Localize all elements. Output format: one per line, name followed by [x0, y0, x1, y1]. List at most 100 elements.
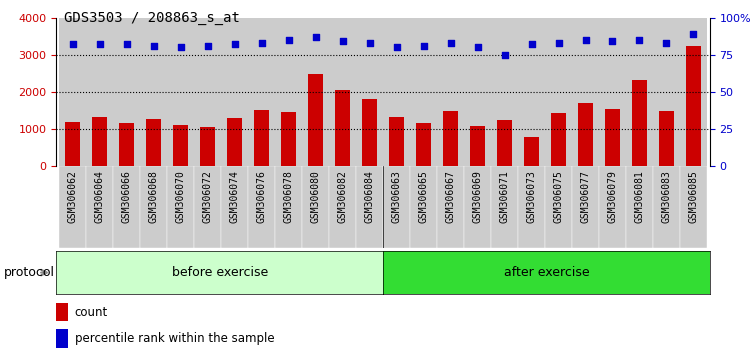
Bar [194, 18, 221, 166]
Bar [167, 18, 194, 166]
Bar [302, 166, 329, 248]
Bar [518, 18, 545, 166]
Bar [470, 126, 485, 166]
Bar [329, 166, 356, 248]
Bar [59, 18, 86, 166]
Bar [86, 166, 113, 248]
Point [687, 31, 699, 37]
Bar [443, 112, 458, 166]
Bar [389, 117, 404, 166]
Text: GSM306083: GSM306083 [662, 170, 671, 223]
Bar [221, 18, 248, 166]
Bar [275, 18, 302, 166]
Text: GSM306069: GSM306069 [472, 170, 482, 223]
Bar [113, 166, 140, 248]
Bar [92, 117, 107, 166]
Bar [248, 166, 275, 248]
Point [580, 37, 592, 43]
Bar [59, 166, 86, 248]
Bar [626, 18, 653, 166]
Point [120, 42, 132, 47]
Bar [254, 109, 269, 166]
Bar [383, 166, 410, 248]
Bar [140, 166, 167, 248]
Text: GSM306062: GSM306062 [68, 170, 77, 223]
Bar [86, 18, 113, 166]
Bar [221, 166, 248, 248]
Bar [275, 166, 302, 248]
Bar [146, 119, 161, 166]
Point [526, 42, 538, 47]
Bar [113, 18, 140, 166]
Text: GSM306081: GSM306081 [635, 170, 644, 223]
Point [336, 39, 348, 44]
Bar [356, 18, 383, 166]
Bar [437, 166, 464, 248]
Bar [140, 18, 167, 166]
Point [472, 45, 484, 50]
Text: GSM306072: GSM306072 [203, 170, 213, 223]
Bar [194, 166, 221, 248]
Bar [383, 18, 410, 166]
Bar [545, 166, 572, 248]
Text: GSM306085: GSM306085 [689, 170, 698, 223]
Text: GSM306078: GSM306078 [284, 170, 294, 223]
Bar [335, 90, 350, 166]
Point [445, 40, 457, 46]
Text: GSM306070: GSM306070 [176, 170, 185, 223]
Bar [173, 126, 188, 166]
Bar [281, 113, 296, 166]
Text: protocol: protocol [4, 266, 55, 279]
Text: GSM306084: GSM306084 [364, 170, 375, 223]
Bar [680, 18, 707, 166]
Point [553, 40, 565, 46]
Bar [605, 109, 620, 166]
Bar [410, 18, 437, 166]
Text: GSM306074: GSM306074 [230, 170, 240, 223]
Bar [551, 113, 566, 166]
Text: GSM306071: GSM306071 [499, 170, 509, 223]
Bar [599, 166, 626, 248]
Bar [524, 137, 539, 166]
Text: GSM306082: GSM306082 [337, 170, 348, 223]
Bar [572, 166, 599, 248]
Bar [626, 166, 653, 248]
Text: GSM306066: GSM306066 [122, 170, 131, 223]
Bar [653, 166, 680, 248]
Point [228, 42, 240, 47]
Point [309, 34, 321, 40]
Bar [302, 18, 329, 166]
Point [282, 37, 294, 43]
Bar [227, 119, 242, 166]
Bar [497, 120, 512, 166]
Bar [416, 123, 431, 166]
Bar [410, 166, 437, 248]
Text: GSM306068: GSM306068 [149, 170, 158, 223]
Point [607, 39, 619, 44]
Text: after exercise: after exercise [503, 266, 590, 279]
Point [660, 40, 672, 46]
Bar [578, 103, 593, 166]
Bar [632, 80, 647, 166]
Text: GSM306079: GSM306079 [608, 170, 617, 223]
Point [94, 42, 106, 47]
Bar [464, 166, 491, 248]
Text: GSM306064: GSM306064 [95, 170, 104, 223]
Point [499, 52, 511, 58]
Text: GSM306067: GSM306067 [445, 170, 456, 223]
Bar [545, 18, 572, 166]
Text: GSM306080: GSM306080 [310, 170, 321, 223]
Bar [572, 18, 599, 166]
Point [67, 42, 79, 47]
Bar [653, 18, 680, 166]
Bar [686, 46, 701, 166]
Bar [491, 166, 518, 248]
Bar [308, 74, 323, 166]
Bar [248, 18, 275, 166]
Text: before exercise: before exercise [171, 266, 268, 279]
Bar [437, 18, 464, 166]
Text: GDS3503 / 208863_s_at: GDS3503 / 208863_s_at [64, 11, 240, 25]
Point [363, 40, 376, 46]
Text: GSM306077: GSM306077 [581, 170, 590, 223]
Bar [518, 166, 545, 248]
